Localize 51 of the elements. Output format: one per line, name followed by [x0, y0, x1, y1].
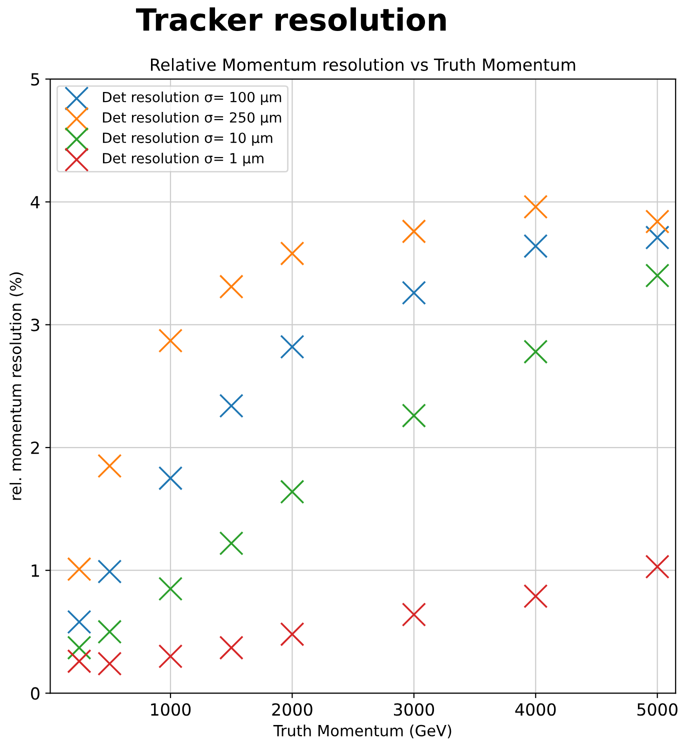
point	[645, 263, 670, 288]
chart-title: Tracker resolution	[136, 7, 446, 32]
point	[402, 219, 426, 244]
point	[67, 557, 92, 582]
legend-label: Det resolution σ= 100 μm	[103, 92, 282, 106]
y-axis-title: rel. momentum resolution (%)	[10, 272, 24, 500]
x-tick-label: 1000	[151, 703, 191, 716]
y-tick-label: 5	[31, 73, 40, 86]
x-tick-label: 5000	[637, 703, 678, 716]
point	[158, 466, 183, 490]
y-tick-label: 2	[31, 442, 39, 454]
y-tick-label: 1	[32, 564, 39, 577]
point	[158, 328, 183, 353]
point	[219, 636, 244, 660]
point	[280, 241, 304, 266]
point	[98, 652, 122, 676]
x-axis-title: Truth Momentum (GeV)	[273, 724, 452, 738]
point	[98, 620, 122, 644]
point	[524, 340, 548, 364]
point	[280, 622, 304, 646]
point	[219, 531, 244, 556]
x-tick-label: 4000	[515, 703, 556, 716]
y-tick-label: 4	[30, 196, 40, 208]
point	[402, 280, 426, 305]
y-tick-label: 0	[31, 687, 40, 700]
point	[645, 225, 670, 250]
point	[402, 602, 426, 627]
point	[98, 454, 122, 478]
point	[280, 480, 304, 504]
x-tick-label: 3000	[394, 703, 434, 716]
legend-label: Det resolution σ= 1 μm	[103, 152, 264, 166]
point	[524, 234, 548, 258]
point	[645, 554, 670, 579]
point	[67, 649, 92, 674]
y-tick-label: 3	[31, 318, 40, 332]
chart-subtitle: Relative Momentum resolution vs Truth Momentum	[150, 58, 576, 71]
point	[158, 576, 183, 601]
x-tick-label: 2000	[272, 703, 312, 716]
point	[67, 610, 92, 634]
point	[280, 334, 304, 359]
point	[67, 636, 92, 660]
legend-label: Det resolution σ= 250 μm	[103, 112, 282, 126]
point	[219, 274, 244, 299]
point	[645, 209, 670, 234]
point	[158, 644, 183, 668]
point	[524, 194, 548, 219]
point	[219, 394, 244, 418]
point	[98, 559, 122, 584]
point	[524, 584, 548, 608]
legend-label: Det resolution σ= 10 μm	[103, 132, 272, 146]
point	[402, 404, 426, 428]
